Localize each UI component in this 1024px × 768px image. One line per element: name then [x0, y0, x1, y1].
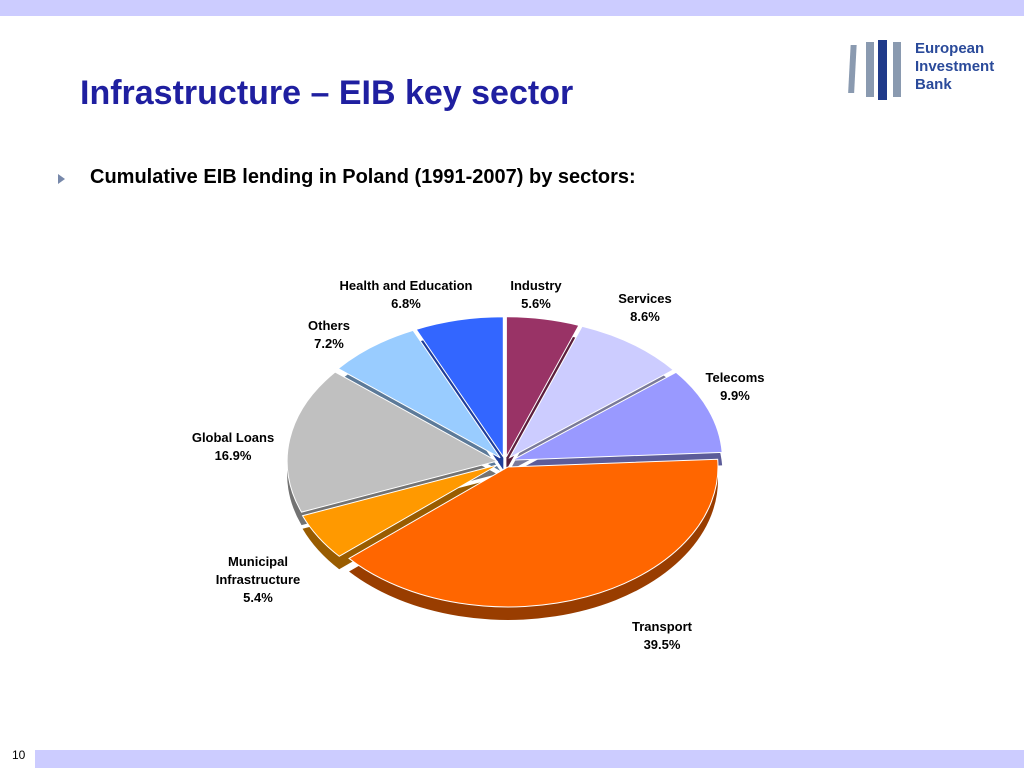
category-label: Industry: [510, 278, 562, 293]
slice-label: Services 8.6%: [618, 290, 672, 326]
value-label: 8.6%: [630, 309, 660, 324]
slice-label: Global Loans 16.9%: [192, 429, 274, 465]
logo-mark: [848, 40, 901, 100]
slide-title: Infrastructure – EIB key sector: [80, 74, 574, 112]
page-number: 10: [12, 748, 26, 762]
value-label: 5.4%: [243, 590, 273, 605]
value-label: 7.2%: [314, 336, 344, 351]
slice: [505, 316, 580, 457]
slice: [512, 371, 723, 461]
category-label: Health and Education: [339, 278, 473, 293]
bullet-text: Cumulative EIB lending in Poland (1991-2…: [90, 166, 636, 188]
logo-line: Bank: [915, 76, 952, 93]
bullet-marker: [58, 174, 65, 184]
bottom-band: [35, 750, 1024, 768]
slice: [415, 316, 504, 459]
value-label: 5.6%: [521, 296, 551, 311]
slice-label: Telecoms 9.9%: [705, 369, 764, 405]
category-label: Municipal Infrastructure: [215, 554, 301, 587]
slice: [286, 371, 499, 513]
slice: [301, 464, 499, 557]
slice: [348, 458, 719, 608]
value-label: 9.9%: [720, 388, 750, 403]
slice: [508, 325, 675, 459]
top-band: [0, 0, 1024, 16]
value-label: 16.9%: [214, 448, 252, 463]
slice-label: Municipal Infrastructure 5.4%: [203, 553, 313, 607]
value-label: 6.8%: [391, 296, 421, 311]
category-label: Telecoms: [705, 370, 765, 385]
logo-line: European: [915, 40, 985, 57]
category-label: Global Loans: [191, 430, 275, 445]
slice-label: Others 7.2%: [308, 317, 350, 353]
logo-text: European Investment Bank: [915, 40, 994, 94]
category-label: Others: [308, 318, 350, 333]
category-label: Transport: [632, 619, 692, 634]
slice: [337, 329, 501, 459]
logo-line: Investment: [915, 58, 995, 75]
value-label: 39.5%: [643, 637, 681, 652]
slice-label: Transport 39.5%: [632, 618, 692, 654]
category-label: Services: [618, 291, 672, 306]
slice-label: Health and Education 6.8%: [340, 277, 473, 313]
slice-label: Industry 5.6%: [510, 277, 561, 313]
